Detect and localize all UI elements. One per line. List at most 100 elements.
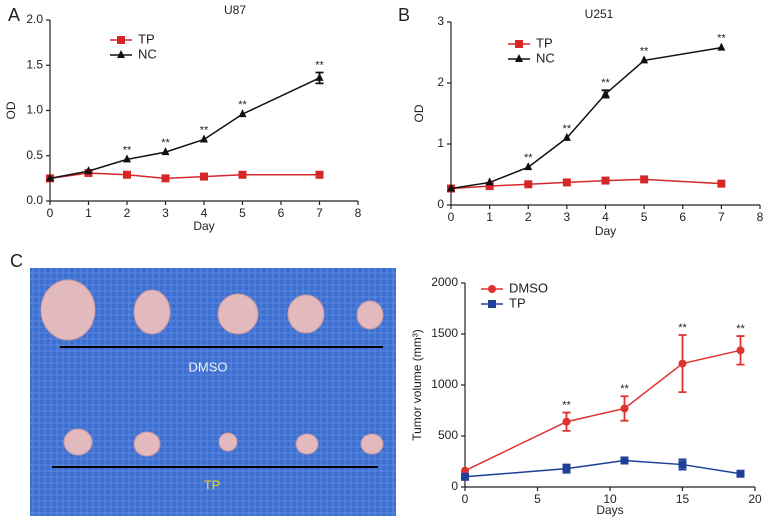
marker (562, 132, 571, 141)
x-tick-label: 5 (239, 206, 246, 220)
marker (562, 417, 571, 426)
marker (447, 183, 455, 192)
y-tick-label: 0 (437, 197, 444, 211)
y-axis-label: Tumor volume (mm³) (410, 329, 424, 441)
series-line (450, 46, 722, 190)
significance-label: ** (563, 123, 572, 135)
y-axis-label: OD (412, 104, 426, 122)
marker (485, 182, 494, 191)
x-tick-label: 15 (676, 492, 690, 506)
panel-label: C (10, 251, 23, 271)
x-tick-label: 8 (355, 206, 362, 220)
x-tick-label: 2 (525, 210, 532, 224)
significance-label: ** (620, 383, 629, 395)
photo-panel: C DMSO TP (10, 251, 396, 516)
marker (315, 72, 324, 81)
marker (601, 88, 610, 97)
y-tick-label: 1500 (431, 326, 458, 340)
marker (562, 178, 571, 187)
legend-marker (515, 40, 523, 48)
significance-label: ** (315, 59, 324, 71)
legend-marker (488, 285, 496, 293)
marker (161, 147, 170, 156)
marker (123, 170, 131, 179)
legend-label: TP (536, 35, 553, 50)
marker (46, 173, 54, 182)
marker (736, 346, 745, 355)
x-axis-label: Days (596, 503, 623, 517)
legend-label: TP (138, 31, 155, 46)
y-tick-label: 0 (451, 479, 458, 493)
significance-label: ** (524, 152, 533, 164)
legend-label: DMSO (509, 280, 548, 295)
marker (123, 154, 131, 163)
y-tick-label: 1000 (431, 377, 458, 391)
significance-label: ** (123, 144, 132, 156)
chart-title: U251 (585, 7, 614, 21)
series-line (464, 459, 741, 478)
legend-marker (488, 300, 496, 308)
marker (524, 180, 533, 189)
marker (84, 166, 93, 175)
y-tick-label: 1.0 (26, 103, 43, 117)
x-axis-label: Day (595, 224, 616, 238)
y-tick-label: 0.0 (26, 193, 43, 207)
group-label: DMSO (189, 359, 228, 374)
x-tick-label: 5 (534, 492, 541, 506)
x-tick-label: 0 (448, 210, 455, 224)
x-tick-label: 7 (316, 206, 323, 220)
marker (485, 177, 494, 186)
significance-label: ** (717, 33, 726, 45)
x-tick-label: 0 (462, 492, 469, 506)
legend-label: TP (509, 295, 526, 310)
marker (717, 179, 726, 188)
significance-label: ** (678, 322, 687, 334)
significance-label: ** (238, 99, 247, 111)
legend-label: NC (536, 50, 555, 65)
y-tick-label: 2.0 (26, 12, 43, 26)
marker (524, 162, 533, 171)
group-label: TP (204, 477, 221, 492)
x-tick-label: 7 (718, 210, 725, 224)
x-tick-label: 20 (748, 492, 762, 506)
y-tick-label: 0.5 (26, 148, 43, 162)
marker (161, 174, 170, 183)
x-tick-label: 3 (162, 206, 169, 220)
tumors (40, 279, 384, 457)
significance-label: ** (562, 399, 571, 411)
legend-marker (117, 36, 125, 44)
marker (640, 175, 649, 184)
y-tick-label: 1.5 (26, 57, 43, 71)
marker (620, 456, 629, 465)
significance-label: ** (161, 137, 170, 149)
marker (678, 359, 687, 368)
y-tick-label: 2000 (431, 275, 458, 289)
significance-label: ** (200, 124, 209, 136)
y-tick-label: 2 (437, 75, 444, 89)
marker (200, 172, 208, 181)
x-axis-label: Day (193, 219, 214, 233)
marker (238, 170, 247, 179)
marker (200, 134, 208, 143)
significance-label: ** (601, 77, 610, 89)
x-tick-label: 2 (124, 206, 131, 220)
y-tick-label: 3 (437, 14, 444, 28)
x-tick-label: 6 (679, 210, 686, 224)
x-tick-label: 6 (278, 206, 285, 220)
marker (640, 55, 649, 64)
x-tick-label: 4 (602, 210, 609, 224)
significance-label: ** (736, 323, 745, 335)
marker (736, 469, 745, 478)
x-tick-label: 5 (641, 210, 648, 224)
marker (601, 176, 610, 185)
panel-label: A (8, 5, 20, 25)
y-tick-label: 1 (437, 136, 444, 150)
marker (717, 42, 726, 51)
x-tick-label: 1 (486, 210, 493, 224)
significance-label: ** (640, 45, 649, 57)
legend-marker (117, 50, 125, 58)
marker (620, 404, 629, 413)
marker (461, 472, 469, 481)
series-line (464, 349, 741, 472)
